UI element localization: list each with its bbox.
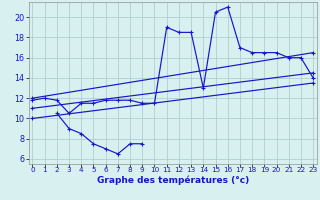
X-axis label: Graphe des températures (°c): Graphe des températures (°c) (97, 176, 249, 185)
